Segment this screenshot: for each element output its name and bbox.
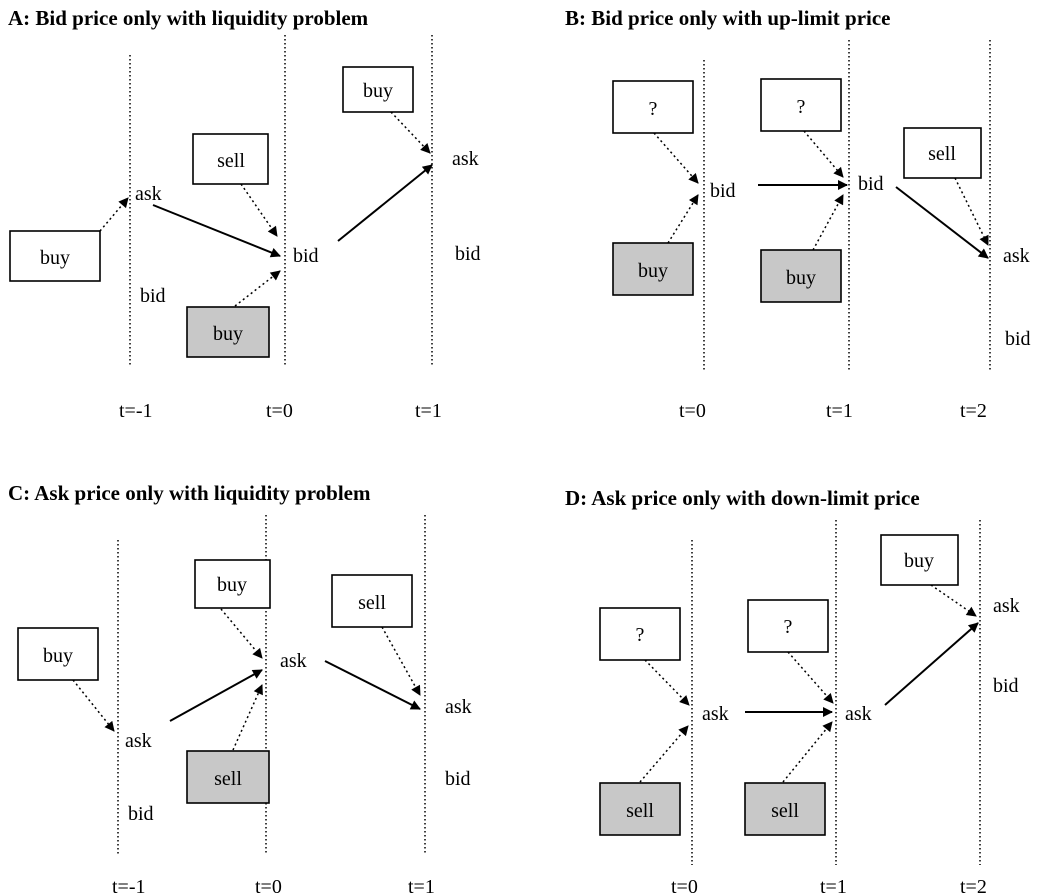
panel-c-order-box [331,574,413,628]
panel-b-price-label: bid [1005,328,1031,350]
panel-a-title: A: Bid price only with liquidity problem [8,6,369,30]
panel-b-order-box [903,127,982,179]
panel-c-order-label: buy [217,574,247,596]
panel-b-order-arrow [954,177,989,246]
panel-a-order-box [342,66,414,113]
panel-a: A: Bid price only with liquidity problem… [8,6,481,422]
panel-d-price-label: ask [993,595,1020,617]
panel-d-price-label: bid [993,675,1019,697]
panel-c-order-box [186,750,270,804]
panel-d-title: D: Ask price only with down-limit price [565,486,920,510]
panel-a-order-label: sell [217,150,245,172]
panel-b-order-arrow [667,194,699,244]
panel-c-time-label-3: t=1 [408,876,435,896]
panel-a-time-label-1: t=-1 [119,400,153,422]
panel-c-order-arrow [381,626,421,696]
panel-d-order-box [747,599,829,653]
panel-c-price-arrow [324,660,421,710]
panel-d-order-box [599,782,681,836]
panel-d-order-label: ? [636,624,645,646]
panel-b-price-label: bid [858,173,884,195]
panel-a-price-arrow [152,204,281,258]
panel-a-price-label: ask [135,183,162,205]
panel-a-time-label-3: t=1 [415,400,442,422]
panel-b-order-arrow [803,130,844,178]
panel-b-order-label: ? [797,96,806,118]
panel-b-time-label-1: t=0 [679,400,706,422]
panel-d-order-box [880,534,959,586]
panel-d-order-label: sell [771,800,799,822]
panel-b-order-arrow [812,194,844,251]
panel-d-price-arrow [884,622,979,706]
panel-a-order-arrow [234,270,281,307]
panel-a-price-label: bid [293,245,319,267]
panel-d-order-arrow [787,651,834,704]
panel-b-time-label-3: t=2 [960,400,987,422]
panel-b-order-label: sell [928,143,956,165]
panel-d-time-label-1: t=0 [671,876,698,896]
panel-d-order-arrow [782,721,833,783]
panel-c-order-arrow [72,679,115,732]
panel-b-price-label: ask [1003,245,1030,267]
panel-a-order-label: buy [40,247,70,269]
panel-d-order-label: ? [784,616,793,638]
panel-d-order-arrow [639,725,689,783]
panel-d-order-arrow [930,584,977,617]
panel-c-price-label: ask [280,650,307,672]
panel-b-price-label: bid [710,180,736,202]
panel-d-time-label-3: t=2 [960,876,987,896]
panel-a-time-label-2: t=0 [266,400,293,422]
panel-b: B: Bid price only with up-limit price t=… [565,6,1031,422]
panel-c-order-label: sell [214,768,242,790]
panel-a-order-arrow [240,183,278,237]
panel-d-time-label-2: t=1 [820,876,847,896]
panel-c-order-label: sell [358,592,386,614]
panel-c-title: C: Ask price only with liquidity problem [8,481,371,505]
panel-b-order-label: buy [638,260,668,282]
panel-d-order-box [599,607,681,661]
panel-c-price-label: ask [445,696,472,718]
panel-c-time-label-2: t=0 [255,876,282,896]
panel-d-order-label: buy [904,550,934,572]
panel-a-order-arrow [390,111,431,154]
panel-b-price-arrow [895,186,989,259]
panel-b-order-box [760,249,842,303]
panel-d-price-label: ask [702,703,729,725]
panel-a-price-label: bid [455,243,481,265]
panel-a-order-arrow [99,197,129,232]
panel-c-price-arrow [169,669,263,722]
panel-d: D: Ask price only with down-limit price … [565,486,1020,896]
panel-d-order-arrow [644,659,690,706]
panel-a-order-box [9,230,101,282]
panel-b-order-box [612,242,694,296]
panel-c-order-box [17,627,99,681]
panel-b-order-label: ? [649,98,658,120]
panel-a-price-arrow [337,164,433,242]
panel-a-order-box [186,306,270,358]
panel-c-price-label: bid [445,768,471,790]
panel-a-order-box [192,133,269,185]
panel-a-price-label: ask [452,148,479,170]
panel-b-order-box [612,80,694,134]
panel-a-price-label: bid [140,285,166,307]
panel-b-order-box [760,78,842,132]
panel-b-order-arrow [653,132,699,184]
panel-c-price-label: bid [128,803,154,825]
panel-c-order-arrow [220,608,263,659]
panel-b-order-label: buy [786,267,816,289]
panel-b-title: B: Bid price only with up-limit price [565,6,891,30]
panel-c-order-label: buy [43,645,73,667]
panel-c: C: Ask price only with liquidity problem… [8,481,472,896]
panel-c-time-label-1: t=-1 [112,876,146,896]
panel-d-price-label: ask [845,703,872,725]
panel-c-order-box [194,559,271,609]
panel-b-time-label-2: t=1 [826,400,853,422]
panel-a-order-label: buy [363,80,393,102]
panel-c-order-arrow [232,684,263,751]
panel-a-order-label: buy [213,323,243,345]
panel-c-price-label: ask [125,730,152,752]
panel-d-order-label: sell [626,800,654,822]
panel-d-order-box [744,782,826,836]
